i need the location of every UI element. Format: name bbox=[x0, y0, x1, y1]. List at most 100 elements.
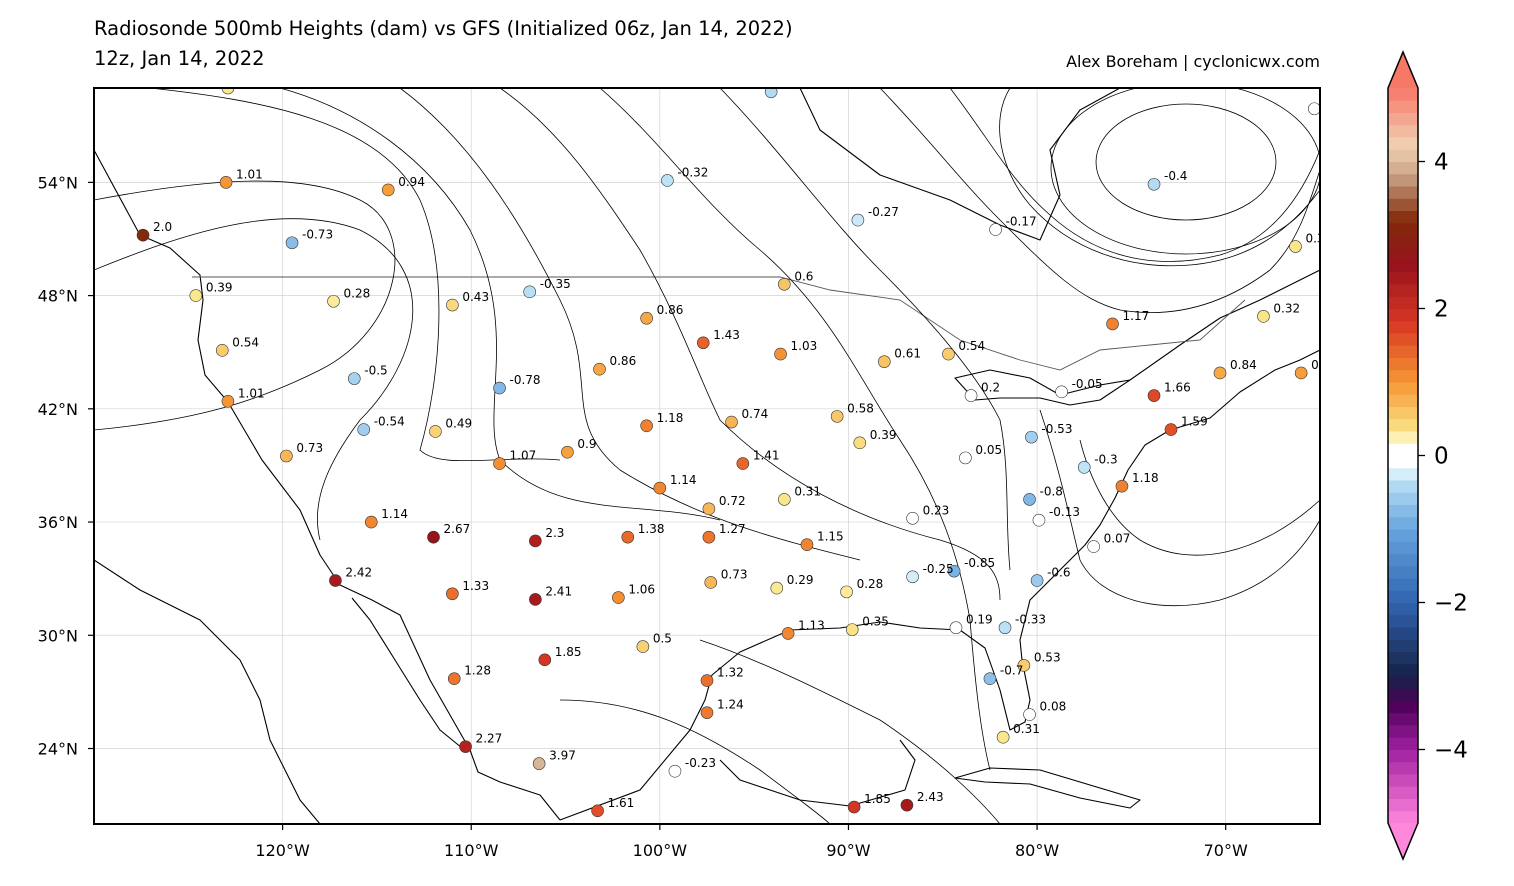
station-marker bbox=[364, 515, 378, 529]
station-marker bbox=[215, 344, 229, 357]
station-marker bbox=[877, 355, 891, 368]
colorbar-band bbox=[1388, 651, 1418, 665]
station-value-label: 0.6 bbox=[794, 269, 813, 283]
station-value-label: 1.13 bbox=[798, 618, 825, 632]
colorbar-tick-label: −4 bbox=[1434, 738, 1468, 764]
station-marker bbox=[774, 347, 787, 361]
colorbar-band bbox=[1388, 112, 1418, 126]
station-value-label: 2.43 bbox=[917, 790, 944, 804]
station-value-label: 3.97 bbox=[549, 749, 576, 763]
station-value-label: 0.35 bbox=[862, 615, 889, 629]
station-value-label: 1.18 bbox=[1132, 471, 1159, 485]
colorbar-band bbox=[1388, 725, 1418, 738]
colorbar-band bbox=[1388, 761, 1418, 775]
station-marker bbox=[947, 564, 961, 578]
colorbar-band bbox=[1388, 492, 1418, 505]
station-value-label: 1.32 bbox=[717, 666, 744, 680]
station-marker bbox=[219, 176, 233, 189]
station-value-label: 1.33 bbox=[462, 579, 489, 593]
station-value-label: 0.19 bbox=[966, 613, 993, 627]
colorbar-band bbox=[1388, 259, 1418, 273]
station-marker bbox=[280, 449, 293, 463]
station-marker bbox=[900, 798, 914, 812]
colorbar-band bbox=[1388, 88, 1418, 101]
station-value-label: -0.27 bbox=[868, 205, 899, 219]
colorbar-band bbox=[1388, 516, 1418, 530]
colorbar-band bbox=[1388, 320, 1418, 334]
station-value-label: 1.01 bbox=[236, 167, 263, 181]
colorbar-band bbox=[1388, 688, 1418, 701]
colorbar-outline bbox=[1387, 50, 1419, 861]
station-value-label: 0.9 bbox=[577, 437, 596, 451]
station-value-label: 0.54 bbox=[232, 335, 259, 349]
station-marker bbox=[459, 740, 472, 753]
colorbar-band bbox=[1388, 676, 1418, 689]
station-marker bbox=[136, 228, 150, 242]
station-marker bbox=[1147, 389, 1161, 402]
colorbar-band bbox=[1388, 749, 1418, 763]
station-value-label: 0.54 bbox=[958, 339, 985, 353]
station-value-label: 0.73 bbox=[296, 441, 323, 455]
colorbar-band bbox=[1388, 455, 1418, 469]
station-marker bbox=[591, 804, 604, 818]
us-canada-border bbox=[192, 276, 1246, 371]
station-marker bbox=[1023, 708, 1036, 721]
lat-tick-label: 42°N bbox=[38, 400, 78, 419]
station-value-label: 1.85 bbox=[555, 645, 582, 659]
colorbar-band bbox=[1388, 124, 1418, 138]
station-value-label: 0.86 bbox=[657, 303, 684, 317]
station-marker bbox=[529, 534, 542, 548]
station-marker bbox=[523, 285, 537, 299]
station-marker bbox=[447, 672, 461, 685]
colorbar-band bbox=[1388, 590, 1418, 603]
station-marker bbox=[347, 372, 361, 385]
station-value-label: 2.3 bbox=[545, 526, 564, 540]
author-credit: Alex Boreham | cyclonicwx.com bbox=[1066, 52, 1320, 71]
colorbar-band bbox=[1388, 418, 1418, 432]
station-marker bbox=[983, 672, 997, 685]
station-marker bbox=[1257, 310, 1270, 323]
station-value-label: -0.05 bbox=[1072, 377, 1103, 391]
colorbar-band bbox=[1388, 284, 1418, 297]
station-value-label: -0.17 bbox=[1006, 215, 1037, 229]
height-contours bbox=[94, 88, 1320, 824]
colorbar: 4 2 0 −2 −4 bbox=[1387, 50, 1468, 861]
station-value-label: 0.53 bbox=[1034, 650, 1061, 664]
lon-tick-label: 90°W bbox=[826, 841, 870, 860]
station-marker bbox=[781, 627, 795, 640]
colorbar-band bbox=[1388, 271, 1418, 285]
station-value-label: -0.13 bbox=[1049, 505, 1080, 519]
colorbar-band bbox=[1388, 774, 1418, 787]
colorbar-band bbox=[1388, 541, 1418, 554]
station-value-label: 1.24 bbox=[717, 698, 744, 712]
colorbar-band bbox=[1388, 235, 1418, 248]
colorbar-tick-label: −2 bbox=[1434, 591, 1468, 617]
colorbar-tick-label: 2 bbox=[1434, 297, 1449, 323]
lat-tick-label: 54°N bbox=[38, 173, 78, 192]
station-marker bbox=[529, 593, 542, 606]
station-value-label: 0.32 bbox=[1305, 232, 1332, 246]
station-value-label: -0.32 bbox=[677, 165, 708, 179]
station-value-label: -0.23 bbox=[685, 756, 716, 770]
station-value-label: 0.86 bbox=[609, 354, 636, 368]
station-marker bbox=[640, 311, 653, 325]
station-value-label: 1.61 bbox=[608, 796, 635, 810]
colorbar-band bbox=[1388, 529, 1418, 542]
station-value-label: 0.28 bbox=[344, 286, 371, 300]
station-value-label: -0.25 bbox=[923, 562, 954, 576]
gridlines bbox=[94, 88, 1320, 824]
station-value-label: 0.61 bbox=[894, 347, 921, 361]
station-marker bbox=[221, 88, 235, 95]
station-value-label: 2.42 bbox=[345, 566, 372, 580]
colorbar-band bbox=[1388, 614, 1418, 628]
station-marker bbox=[964, 389, 978, 402]
colorbar-band bbox=[1388, 137, 1418, 150]
colorbar-band bbox=[1388, 504, 1418, 518]
station-value-label: -0.8 bbox=[1040, 484, 1063, 498]
colorbar-band bbox=[1388, 627, 1418, 640]
station-value-label: 2.27 bbox=[476, 732, 503, 746]
colorbar-band bbox=[1388, 308, 1418, 322]
station-marker bbox=[770, 581, 784, 595]
station-marker bbox=[853, 436, 867, 450]
station-value-label: -0.5 bbox=[364, 364, 387, 378]
